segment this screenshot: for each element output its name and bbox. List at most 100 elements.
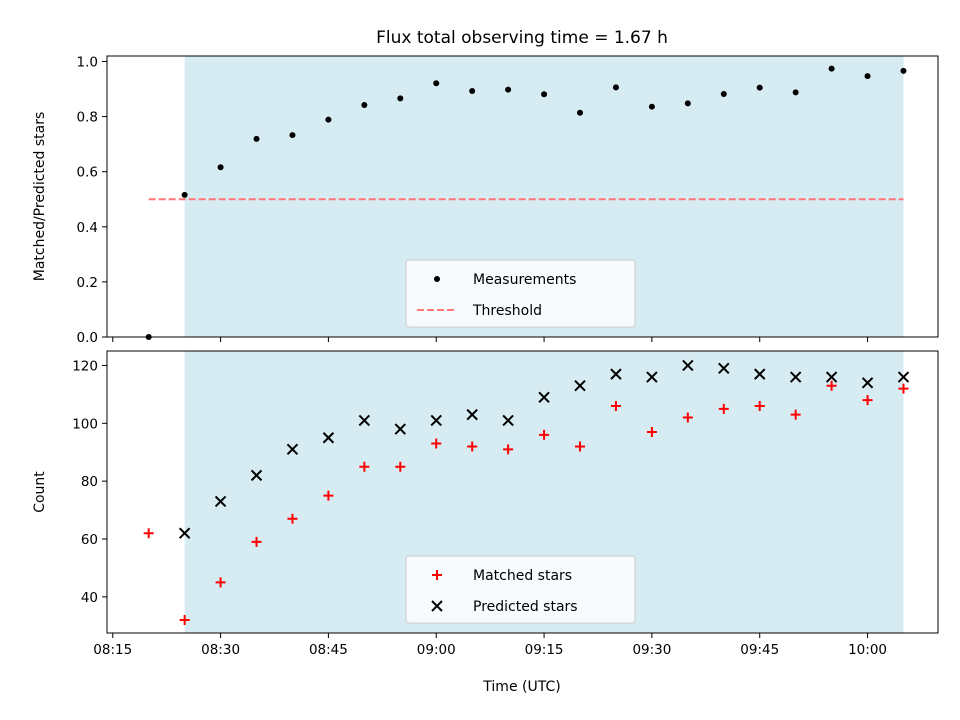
predicted-stars-point <box>682 359 694 372</box>
measurements-point <box>792 89 799 96</box>
matched-stars-point <box>359 461 370 472</box>
legend-frame <box>405 259 636 328</box>
predicted-stars-point <box>754 368 766 380</box>
matched-stars-point <box>790 409 801 420</box>
matched-stars-point <box>431 438 442 449</box>
matched-stars-point <box>610 400 621 411</box>
measurements-point <box>325 116 332 123</box>
measurements-point <box>864 73 871 80</box>
matched-stars-point <box>682 412 693 423</box>
matched-stars-point <box>215 577 226 588</box>
predicted-stars-point <box>214 495 227 508</box>
measurements-point <box>505 86 512 93</box>
y-tick-label: 0.2 <box>77 275 98 291</box>
measurements-point <box>648 103 655 110</box>
predicted-stars-point <box>610 368 622 380</box>
legend: Measurements Threshold <box>405 259 636 328</box>
matched-stars-point <box>395 461 406 472</box>
x-tick-label: 08:15 <box>93 642 132 658</box>
matched-stars-point <box>323 490 334 501</box>
x-tick-label: 08:30 <box>201 642 240 658</box>
y-tick-label: 0.0 <box>77 330 98 346</box>
matched-stars-point <box>754 400 765 411</box>
y-tick-label: 0.4 <box>77 220 98 236</box>
matched-stars-point <box>467 441 478 452</box>
matched-stars-legend-marker <box>432 570 442 580</box>
axes-frame <box>106 55 939 338</box>
y-axis-label: Matched/Predicted stars <box>32 112 48 282</box>
predicted-stars-point <box>789 371 802 383</box>
matched-stars-point <box>179 614 190 625</box>
top-panel: 0.0 0.2 0.4 0.6 0.8 1.0 Matched/Predicted star… <box>32 55 939 346</box>
x-tick-label: 09:45 <box>740 642 779 658</box>
matched-stars-point <box>143 528 154 539</box>
measurements-point <box>828 65 835 72</box>
legend: Matched stars Predicted stars <box>405 555 636 624</box>
measurements-point <box>469 87 476 94</box>
predicted-stars-point <box>178 527 191 539</box>
x-tick-label: 09:15 <box>525 642 564 658</box>
threshold-legend-label: Threshold <box>472 303 542 319</box>
predicted-stars-point <box>358 414 371 427</box>
x-tick-label: 08:45 <box>309 642 348 658</box>
predicted-stars-legend-label: Predicted stars <box>473 599 578 615</box>
measurements-point <box>756 84 763 91</box>
predicted-stars-point <box>861 377 874 389</box>
matched-stars-point <box>718 403 729 414</box>
matched-stars-point <box>898 383 909 394</box>
matched-stars-point <box>826 380 837 391</box>
axes-frame <box>106 350 939 634</box>
matched-stars-point <box>539 429 550 440</box>
y-tick-label: 60 <box>81 532 98 548</box>
predicted-stars-point <box>538 391 550 403</box>
y-tick-label: 100 <box>72 416 98 432</box>
measurements-point <box>433 80 440 87</box>
matched-stars-point <box>251 536 262 547</box>
measurements-point <box>181 191 188 198</box>
y-tick-label: 1.0 <box>77 55 98 71</box>
matched-stars-point <box>646 426 657 437</box>
measurements-legend-marker <box>434 276 440 282</box>
y-tick-label: 80 <box>81 474 98 490</box>
matched-stars-point <box>287 513 298 524</box>
y-tick-label: 0.6 <box>77 165 98 181</box>
measurements-point <box>361 102 368 109</box>
predicted-stars-point <box>825 371 838 383</box>
predicted-stars-point <box>430 414 442 427</box>
legend-frame <box>405 555 636 624</box>
predicted-stars-point <box>718 362 730 375</box>
chart-title: Flux total observing time = 1.67 h <box>376 28 668 48</box>
measurements-point <box>397 95 404 102</box>
matched-stars-point <box>575 441 586 452</box>
measurements-point <box>900 67 907 74</box>
measurements-point <box>577 109 584 116</box>
measurements-point <box>289 132 296 139</box>
predicted-stars-point <box>646 371 658 383</box>
predicted-stars-point <box>394 423 407 435</box>
predicted-stars-point <box>502 414 514 427</box>
x-tick-label: 09:30 <box>632 642 671 658</box>
predicted-stars-point <box>897 371 910 383</box>
measurements-legend-label: Measurements <box>473 272 576 288</box>
predicted-stars-point <box>574 380 586 392</box>
y-tick-label: 120 <box>72 358 98 374</box>
measurements-point <box>217 164 224 171</box>
measurements-point <box>612 84 619 91</box>
y-tick-label: 0.8 <box>77 110 98 126</box>
x-tick-label: 09:00 <box>417 642 456 658</box>
y-tick-label: 40 <box>81 590 98 606</box>
measurements-point <box>253 135 260 142</box>
matched-stars-legend-label: Matched stars <box>473 568 572 584</box>
matched-stars-point <box>503 444 514 455</box>
measurements-point <box>720 91 727 98</box>
matched-stars-point <box>862 395 873 406</box>
y-axis-label: Count <box>32 471 48 513</box>
measurements-point <box>541 91 548 98</box>
x-axis-label: Time (UTC) <box>482 679 560 695</box>
predicted-stars-point <box>250 469 263 482</box>
measurements-point <box>684 100 691 107</box>
predicted-stars-point <box>286 443 299 456</box>
predicted-stars-point <box>322 432 335 444</box>
x-tick-label: 10:00 <box>848 642 887 658</box>
